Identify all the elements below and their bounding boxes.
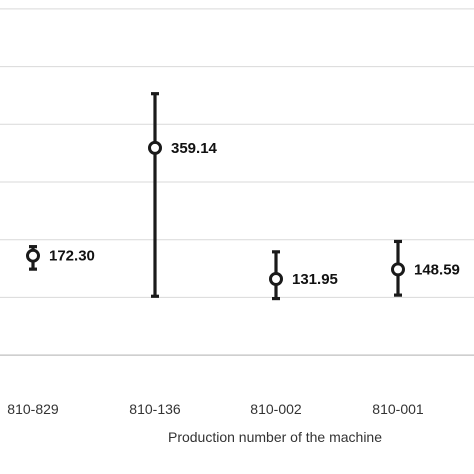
data-point: [269, 271, 283, 286]
x-tick-label: 810-002: [250, 401, 302, 417]
markers: [26, 140, 405, 286]
data-label: 359.14: [171, 140, 218, 157]
x-tick-label: 810-136: [129, 401, 181, 417]
data-labels: 172.30 359.14 131.95 148.59: [49, 140, 460, 288]
data-point: [391, 262, 405, 277]
x-axis-title: Production number of the machine: [168, 429, 382, 445]
data-label: 172.30: [49, 248, 95, 265]
data-label: 148.59: [414, 261, 460, 278]
x-tick-labels: 810-829 810-136 810-002 810-001: [7, 401, 424, 417]
x-tick-label: 810-829: [7, 401, 59, 417]
data-label: 131.95: [292, 271, 338, 288]
data-point: [148, 140, 162, 155]
data-point: [26, 248, 40, 263]
x-tick-label: 810-001: [372, 401, 424, 417]
gridlines: [0, 8, 474, 356]
